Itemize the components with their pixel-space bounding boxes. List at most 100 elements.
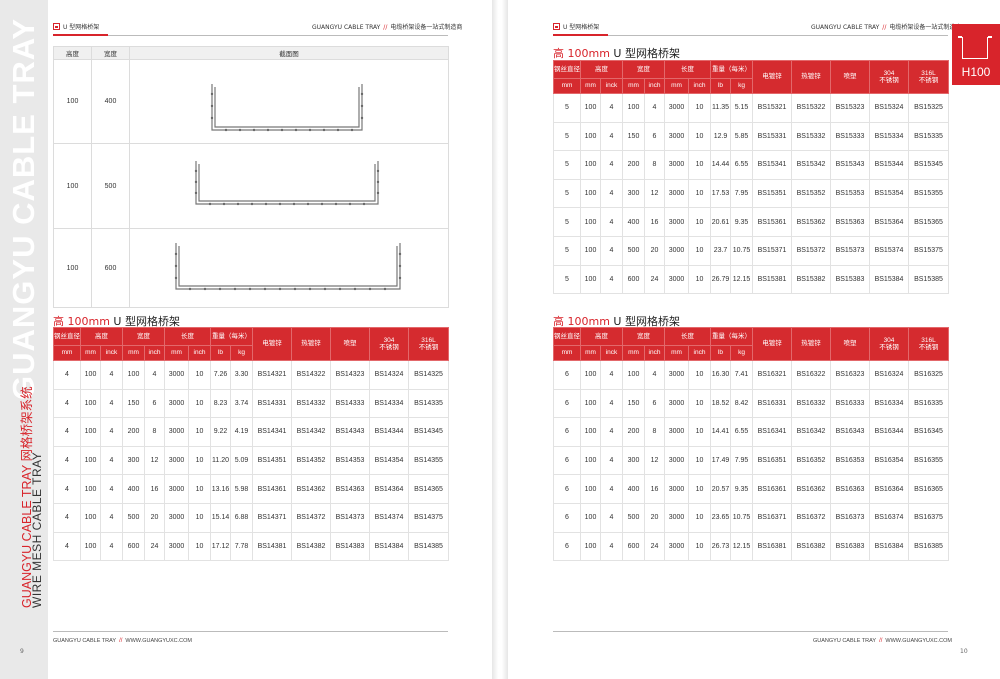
product-code: BS15371 (752, 235, 792, 266)
spec-value: 9.35 (730, 207, 753, 237)
table-unit-row: mm mm inck mm inch mm inch lb kg (553, 78, 949, 94)
spec-value: 8 (644, 150, 665, 180)
table-row: 5 100 4 600 24 3000 10 26.79 12.15 BS15381 BS15382… (553, 264, 949, 295)
product-code: BS14341 (252, 417, 292, 447)
spec-value: 6.88 (230, 502, 253, 533)
col-wire-diameter: 钢丝直径 (553, 60, 581, 79)
spec-value: 4 (100, 474, 123, 504)
spec-value: 7.78 (230, 531, 253, 562)
spec-value: 400 (122, 474, 145, 504)
unit-label: kg (730, 345, 753, 361)
spec-value: 6.55 (730, 150, 753, 180)
product-code: BS15361 (752, 207, 792, 237)
product-code: BS16352 (791, 445, 831, 476)
spec-value: 4 (600, 178, 623, 209)
product-code: BS15382 (791, 264, 831, 295)
product-code: BS14344 (369, 417, 409, 447)
spec-value: 3.74 (230, 388, 253, 419)
unit-label: mm (664, 78, 689, 94)
product-code: BS15323 (830, 93, 870, 123)
spec-value: 12.9 (710, 121, 731, 152)
col-height: 高度 (580, 60, 623, 79)
table-row: 100 600 (53, 228, 449, 308)
product-code: BS15365 (908, 207, 949, 237)
spec-value: 11.20 (210, 445, 231, 476)
section-title: 高 100mm U 型网格桥架 (553, 47, 680, 60)
spec-value: 3000 (664, 388, 689, 419)
header-category: U 型网格桥架 (553, 22, 599, 36)
spec-value: 4 (600, 235, 623, 266)
product-code: BS14322 (291, 360, 331, 390)
spec-value: 100 (580, 235, 601, 266)
spec-value: 6 (553, 445, 581, 476)
u-tray-icon (958, 36, 992, 59)
spec-value: 10 (688, 360, 711, 390)
spec-value: 4 (600, 445, 623, 476)
col-height: 高度 (80, 327, 123, 346)
footer-url: WWW.GUANGYUXC.COM (885, 638, 953, 644)
spec-value: 12 (644, 178, 665, 209)
product-code: BS16385 (908, 531, 949, 562)
spec-value: 200 (122, 417, 145, 447)
spec-value: 24 (144, 531, 165, 562)
header-rule (553, 34, 948, 36)
product-code: BS16323 (830, 360, 870, 390)
finish-hot-dip-galvanized: 热镀锌 (791, 60, 831, 94)
spec-value: 8.42 (730, 388, 753, 419)
product-code: BS14333 (330, 388, 370, 419)
spec-value: 600 (622, 531, 645, 562)
spec-value: 11.35 (710, 93, 731, 123)
product-code: BS15364 (869, 207, 909, 237)
spec-value: 10 (688, 93, 711, 123)
unit-label: inck (600, 78, 623, 94)
table-row: 5 100 4 100 4 3000 10 11.35 5.15 BS15321 BS15322 BS… (553, 93, 949, 123)
spec-value: 6.55 (730, 417, 753, 447)
spec-value: 6 (553, 360, 581, 390)
spec-value: 300 (622, 445, 645, 476)
spec-value: 100 (622, 93, 645, 123)
unit-label: mm (664, 345, 689, 361)
unit-label: lb (210, 345, 231, 361)
unit-label: inck (100, 345, 123, 361)
product-code: BS14373 (330, 502, 370, 533)
product-code: BS14323 (330, 360, 370, 390)
finish-electro-galvanized: 电镀锌 (752, 327, 792, 361)
product-code: BS15352 (791, 178, 831, 209)
product-code: BS15355 (908, 178, 949, 209)
spec-value: 200 (622, 417, 645, 447)
spec-value: 100 (580, 388, 601, 419)
left-page: GUANGYU CABLE TRAY GUANGYU CABLE TRAY 网格… (0, 0, 492, 679)
spec-value: 14.44 (710, 150, 731, 180)
spec-value: 10 (188, 360, 211, 390)
spec-value: 17.49 (710, 445, 731, 476)
product-code: BS14335 (408, 388, 449, 419)
spec-value: 4.19 (230, 417, 253, 447)
spec-value: 4 (144, 360, 165, 390)
col-width: 宽度 (122, 327, 165, 346)
col-weight-per-meter: 重量（每米） (710, 60, 753, 79)
product-code: BS14372 (291, 502, 331, 533)
product-code: BS15321 (752, 93, 792, 123)
product-code: BS16372 (791, 502, 831, 533)
table-row: 100 400 (53, 59, 449, 144)
product-code: BS15354 (869, 178, 909, 209)
spec-value: 14.41 (710, 417, 731, 447)
product-code: BS15334 (869, 121, 909, 152)
product-code: BS16331 (752, 388, 792, 419)
spec-value: 4 (100, 417, 123, 447)
product-code: BS16344 (869, 417, 909, 447)
spec-value: 4 (100, 531, 123, 562)
spec-value: 100 (122, 360, 145, 390)
col-length: 长度 (664, 327, 711, 346)
spec-value: 5 (553, 93, 581, 123)
table-header-row: 钢丝直径 高度 宽度 长度 重量（每米） 电镀锌 热镀锌 喷塑 304 不锈钢 316L 不锈钢 (53, 327, 449, 361)
product-code: BS16375 (908, 502, 949, 533)
product-code: BS14371 (252, 502, 292, 533)
product-code: BS14342 (291, 417, 331, 447)
slash-icon: // (882, 24, 887, 31)
spec-value: 3000 (664, 474, 689, 504)
product-code: BS15373 (830, 235, 870, 266)
product-code: BS16384 (869, 531, 909, 562)
col-length: 长度 (664, 60, 711, 79)
spec-value: 4 (53, 360, 81, 390)
